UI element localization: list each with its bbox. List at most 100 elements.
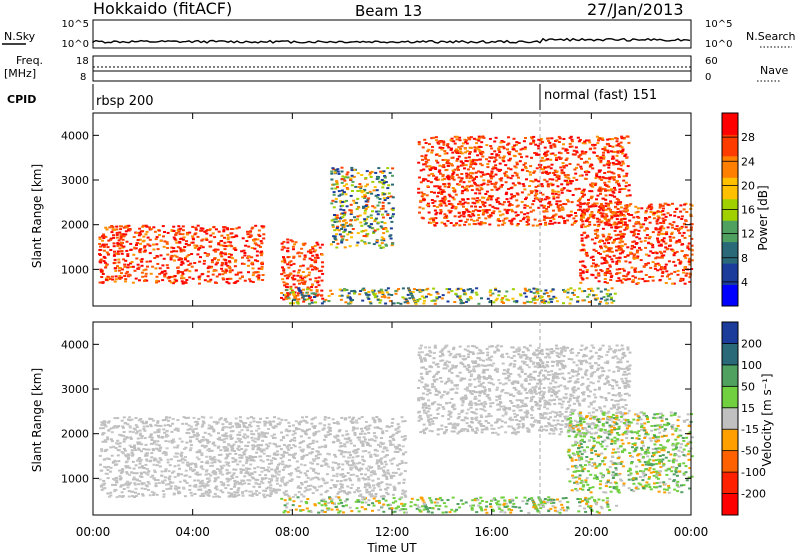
echo-cell [564, 149, 568, 152]
echo-cell [350, 236, 353, 239]
echo-cell [324, 436, 328, 438]
echo-cell [249, 234, 253, 237]
echo-cell [443, 222, 447, 225]
echo-cell [229, 277, 233, 280]
echo-cell [568, 180, 572, 182]
echo-cell [194, 228, 198, 231]
echo-cell [639, 270, 643, 273]
echo-cell [532, 292, 536, 295]
echo-cell [203, 259, 206, 262]
echo-cell [421, 146, 425, 149]
echo-cell [604, 205, 608, 208]
echo-cell [207, 472, 211, 475]
echo-cell [287, 459, 291, 462]
echo-cell [360, 224, 364, 227]
echo-cell [458, 139, 462, 142]
echo-cell [140, 258, 144, 261]
echo-cell [194, 420, 198, 423]
echo-cell [608, 265, 612, 268]
echo-cell [277, 470, 281, 473]
echo-cell [238, 416, 242, 419]
echo-cell [216, 476, 220, 479]
echo-cell [581, 248, 585, 251]
echo-cell [197, 417, 201, 420]
echo-cell [478, 199, 482, 202]
echo-cell [166, 253, 170, 256]
echo-cell [383, 296, 387, 299]
echo-cell [392, 302, 396, 305]
echo-cell [574, 212, 577, 214]
echo-cell [284, 429, 288, 432]
echo-cell [542, 292, 546, 295]
echo-cell [337, 172, 341, 175]
echo-cell [196, 434, 200, 437]
echo-cell [510, 193, 514, 196]
echo-cell [255, 275, 259, 278]
echo-cell [626, 246, 630, 249]
echo-cell [602, 151, 605, 154]
echo-cell [171, 418, 175, 421]
echo-cell [208, 280, 212, 283]
echo-cell [142, 448, 146, 450]
echo-cell [572, 176, 576, 179]
echo-cell [397, 482, 401, 485]
echo-cell [515, 199, 519, 202]
echo-cell [602, 250, 606, 253]
echo-cell [570, 138, 574, 141]
echo-cell [608, 138, 612, 141]
echo-cell [364, 473, 367, 476]
echo-cell [660, 252, 664, 255]
echo-cell [587, 301, 591, 303]
echo-cell [611, 190, 615, 193]
echo-cell [374, 436, 378, 439]
echo-cell [210, 425, 214, 428]
echo-cell [673, 210, 677, 213]
echo-cell [123, 263, 127, 266]
echo-cell [523, 287, 527, 290]
echo-cell [535, 193, 539, 195]
echo-cell [599, 269, 603, 271]
y-tick-label: 4000 [61, 129, 89, 142]
echo-cell [664, 215, 668, 218]
echo-cell [447, 193, 451, 196]
echo-cell [582, 216, 585, 219]
echo-cell [465, 172, 469, 175]
echo-cell [229, 434, 233, 437]
echo-cell [212, 226, 216, 229]
echo-cell [121, 452, 125, 455]
echo-cell [302, 300, 306, 303]
echo-cell [352, 421, 356, 424]
echo-cell [135, 244, 138, 246]
echo-cell [517, 176, 520, 179]
echo-cell [303, 256, 307, 258]
echo-cell [556, 190, 560, 193]
echo-cell [586, 203, 590, 206]
echo-cell [688, 242, 692, 245]
echo-cell [610, 287, 614, 290]
echo-cell [678, 240, 682, 243]
echo-cell [341, 223, 345, 226]
echo-cell [555, 159, 559, 161]
echo-cell [145, 230, 149, 233]
echo-cell [459, 287, 463, 290]
echo-cell [532, 141, 536, 144]
echo-cell [505, 210, 509, 213]
echo-cell [600, 270, 604, 273]
echo-cell [478, 189, 482, 192]
echo-cell [339, 442, 343, 445]
echo-cell [239, 470, 243, 473]
echo-cell [359, 290, 363, 292]
echo-cell [351, 450, 355, 453]
echo-cell [378, 181, 382, 184]
echo-cell [326, 431, 330, 434]
echo-cell [570, 223, 574, 226]
echo-cell [436, 292, 440, 295]
echo-cell [583, 249, 586, 252]
echo-cell [682, 208, 686, 211]
echo-cell [505, 290, 509, 293]
echo-cell [615, 140, 619, 143]
echo-cell [317, 430, 321, 433]
echo-cell [322, 438, 326, 441]
echo-cell [449, 163, 453, 165]
echo-cell [375, 210, 379, 213]
